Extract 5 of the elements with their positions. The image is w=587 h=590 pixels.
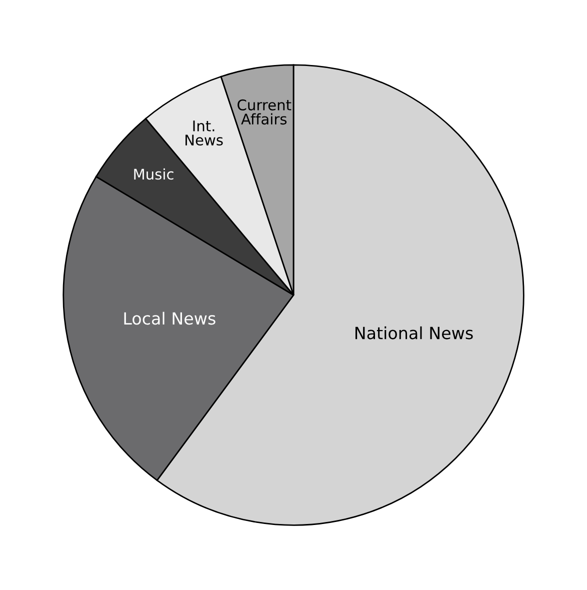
slice-label: National News (355, 326, 473, 340)
slice-label: Music (134, 168, 174, 180)
slice-label: Int. News (186, 120, 223, 146)
slice-label: Current Affairs (238, 99, 292, 125)
slice-label: Local News (124, 312, 216, 325)
